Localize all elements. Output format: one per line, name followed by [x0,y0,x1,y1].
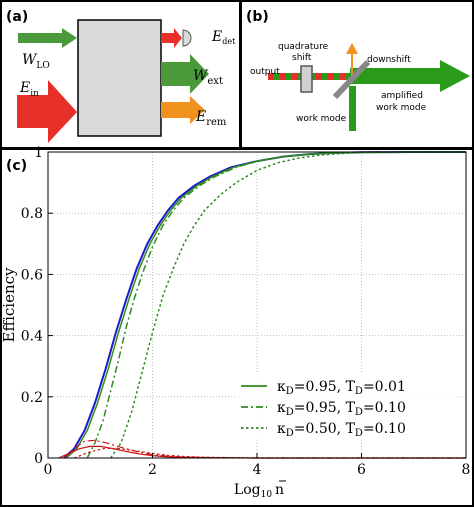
phase-shifter [300,65,313,93]
x-tick-label: 6 [357,462,366,478]
legend-label-2: κD=0.95, TD=0.10 [277,400,406,418]
amplified-label-1: amplified [381,91,423,101]
y-tick-label: 0.4 [21,329,43,345]
y-tick-label: 1 [34,145,43,161]
legend-label-1: κD=0.95, TD=0.01 [277,379,406,397]
erem-arrow [161,96,205,124]
output-label: output [250,67,280,77]
panel-c-frame [0,148,474,507]
ticks: 0 2 4 6 8 0 0.2 0.4 0.6 0.8 1 [21,145,471,478]
y-axis-label: Efficiency [0,267,18,343]
edet-arrow [161,28,182,48]
series-line-4 [110,151,466,459]
central-box [77,19,162,137]
work-mode-beam [349,86,356,131]
erem-label: Erem [195,109,227,128]
beam-splitter [332,59,371,100]
ein-arrow [17,80,77,143]
y-tick-label: 0.8 [21,206,43,222]
wext-label: Wext [193,68,223,87]
work-mode-label: work mode [296,114,347,124]
series-layer [58,151,466,459]
quadrature-label-2: shift [292,53,312,63]
x-tick-label: 0 [44,462,53,478]
series-line-2 [65,151,466,459]
series-line-3 [86,151,466,459]
panel-b-label: (b) [246,9,269,25]
series-line-7 [73,447,466,459]
edet-label: Edet [211,29,236,46]
detector-icon [182,29,192,47]
y-tick-label: 0.2 [21,390,43,406]
quadrature-label-1: quadrature [278,42,329,52]
panel-b: (b) quadrature shift output downshift am… [240,0,474,149]
wext-arrow [161,54,209,94]
x-axis-label: Log10 n [234,482,284,500]
downshift-label: downshift [367,55,411,65]
amplified-arrow [350,60,470,92]
legend: κD=0.95, TD=0.01 κD=0.95, TD=0.10 κD=0.50,… [235,374,459,440]
legend-box [235,374,459,440]
ein-label: Ein [19,80,39,99]
wlo-arrow [18,28,77,48]
panel-a-label: (a) [6,9,28,25]
panel-c: (c) 0 2 4 6 8 0 0.2 0.4 0.6 0.8 1 Efficiency Log10… [0,145,474,507]
y-tick-label: 0 [34,451,43,467]
x-tick-label: 2 [148,462,157,478]
y-tick-label: 0.6 [21,267,43,283]
amplified-label-2: work mode [376,103,427,113]
downshift-arrow-head [346,43,358,54]
chart-label: (c) [6,158,27,174]
wlo-label: WLO [22,52,50,71]
x-tick-label: 8 [462,462,471,478]
legend-label-3: κD=0.50, TD=0.10 [277,421,406,439]
panel-a: (a) WLO Ein Edet Wext Erem [0,0,241,149]
x-tick-label: 4 [253,462,262,478]
